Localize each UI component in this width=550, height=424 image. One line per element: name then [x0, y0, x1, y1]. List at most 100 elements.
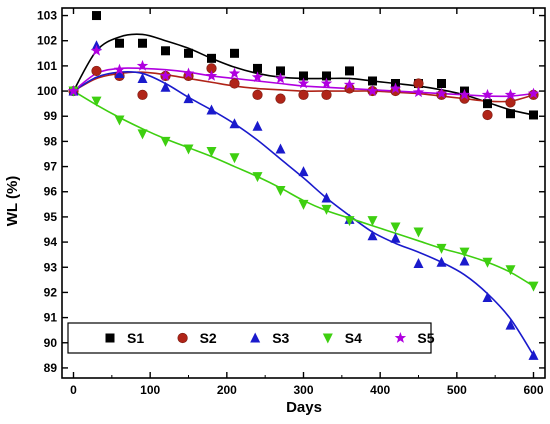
- marker-s4: [160, 136, 171, 147]
- marker-s2: [321, 89, 332, 100]
- marker-s3: [528, 349, 539, 360]
- marker-s5: [159, 69, 172, 81]
- marker-s3: [482, 291, 493, 302]
- marker-s4: [482, 257, 493, 268]
- marker-s5: [228, 67, 241, 79]
- marker-s2: [91, 65, 102, 77]
- y-tick-label: 97: [44, 160, 58, 174]
- x-tick-label: 600: [523, 383, 543, 397]
- marker-s5: [320, 77, 333, 89]
- x-tick-label: 200: [217, 383, 237, 397]
- y-tick-label: 103: [37, 9, 57, 23]
- marker-s3: [137, 72, 148, 83]
- marker-s1: [368, 76, 377, 86]
- marker-s3: [160, 81, 171, 92]
- marker-s1: [207, 53, 216, 63]
- marker-s3: [275, 143, 286, 154]
- y-tick-label: 101: [37, 59, 57, 73]
- marker-s3: [436, 256, 447, 267]
- y-tick-label: 91: [44, 311, 58, 325]
- x-tick-label: 300: [293, 383, 313, 397]
- marker-s4: [229, 153, 240, 164]
- marker-s4: [137, 129, 148, 140]
- marker-s3: [390, 232, 401, 243]
- marker-s1: [322, 71, 331, 81]
- marker-s4: [298, 199, 309, 210]
- legend-label-s4: S4: [345, 330, 362, 346]
- y-tick-label: 96: [44, 185, 58, 199]
- legend-marker-s4: [322, 333, 333, 344]
- marker-s4: [275, 185, 286, 196]
- marker-s1: [345, 66, 354, 76]
- data-markers: [67, 11, 540, 360]
- marker-s4: [252, 172, 263, 183]
- marker-s5: [389, 82, 402, 94]
- marker-s4: [367, 216, 378, 227]
- marker-s1: [230, 48, 239, 58]
- y-tick-label: 100: [37, 84, 57, 98]
- marker-s4: [183, 144, 194, 155]
- y-tick-label: 92: [44, 285, 58, 299]
- y-tick-label: 94: [44, 235, 58, 249]
- legend-marker-s2: [177, 332, 188, 344]
- x-tick-label: 100: [140, 383, 160, 397]
- marker-s5: [504, 88, 517, 100]
- marker-s1: [253, 63, 262, 73]
- marker-s5: [458, 88, 471, 100]
- marker-s4: [206, 146, 217, 157]
- marker-s3: [114, 67, 125, 78]
- y-tick-label: 99: [44, 109, 58, 123]
- fit-line-s3: [73, 71, 535, 356]
- y-tick-label: 89: [44, 361, 58, 375]
- x-tick-label: 0: [70, 383, 77, 397]
- marker-s5: [205, 69, 218, 81]
- y-tick-label: 102: [37, 34, 57, 48]
- marker-s4: [114, 115, 125, 126]
- marker-s1: [529, 110, 538, 120]
- marker-s4: [344, 216, 355, 227]
- marker-s5: [182, 67, 195, 79]
- marker-s5: [297, 77, 310, 89]
- marker-s2: [505, 97, 516, 108]
- marker-s1: [299, 71, 308, 81]
- marker-s5: [113, 63, 126, 75]
- marker-s4: [413, 227, 424, 238]
- marker-s5: [343, 78, 356, 90]
- marker-s4: [321, 204, 332, 215]
- marker-s2: [482, 109, 493, 121]
- y-tick-label: 93: [44, 260, 58, 274]
- marker-s4: [390, 222, 401, 233]
- marker-s5: [90, 44, 103, 56]
- marker-s3: [505, 319, 516, 330]
- marker-s1: [115, 38, 124, 48]
- axes: 0 100 200 300 400 500 600 89 90 91 92 93 94 95 96 97 98 9…: [37, 7, 546, 397]
- legend: S1 S2 S3 S4 S5: [67, 322, 435, 354]
- y-axis-title: WL (%): [4, 176, 21, 227]
- marker-s3: [367, 230, 378, 241]
- marker-s2: [298, 89, 309, 100]
- marker-s5: [435, 87, 448, 99]
- marker-s4: [436, 243, 447, 254]
- marker-s2: [229, 78, 240, 89]
- y-tick-label: 90: [44, 336, 58, 350]
- marker-s3: [321, 192, 332, 203]
- y-tick-label: 98: [44, 134, 58, 148]
- marker-s2: [275, 93, 286, 104]
- x-axis-title: Days: [286, 399, 322, 416]
- marker-s1: [506, 109, 515, 119]
- marker-s3: [298, 166, 309, 177]
- marker-s3: [413, 257, 424, 268]
- marker-s5: [67, 85, 80, 96]
- marker-s1: [138, 38, 147, 48]
- marker-s3: [459, 255, 470, 266]
- y-tick-label: 95: [44, 210, 58, 224]
- legend-label-s5: S5: [417, 330, 434, 346]
- marker-s5: [366, 85, 379, 96]
- legend-marker-s1: [105, 333, 115, 343]
- marker-s1: [437, 79, 446, 89]
- legend-label-s2: S2: [200, 330, 217, 346]
- marker-s5: [527, 87, 540, 99]
- marker-s5: [481, 88, 494, 100]
- marker-s5: [136, 59, 149, 71]
